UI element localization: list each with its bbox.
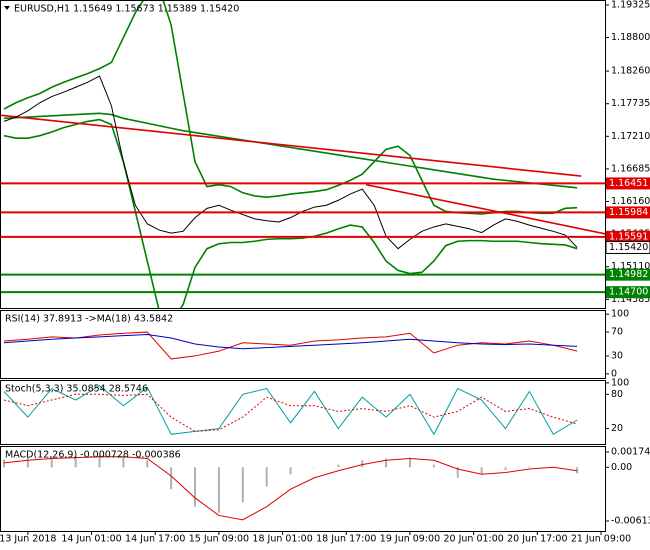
x-tick-label: 21 Jun 09:00 — [571, 534, 631, 545]
y-tick-label: 0 — [611, 368, 617, 379]
y-tick-label: 80 — [611, 389, 623, 400]
panel-frame — [0, 0, 606, 309]
histogram-bar — [337, 464, 340, 468]
panel-frame — [0, 380, 606, 445]
histogram-bar — [241, 467, 244, 503]
y-tick-label: 0.00 — [611, 462, 632, 473]
y-tick-label: 100 — [611, 309, 629, 320]
level-label-box — [606, 177, 650, 190]
histogram-bar — [528, 466, 531, 468]
series-line — [3, 118, 578, 308]
level-label-box — [606, 286, 650, 299]
series-line — [0, 114, 582, 177]
histogram-bar — [385, 458, 388, 468]
x-tick-label: 20 Jun 01:00 — [443, 534, 503, 545]
series-line — [3, 333, 578, 350]
histogram-bar — [289, 467, 292, 475]
level-label: 1.15984 — [609, 207, 648, 218]
level-label-box — [606, 268, 650, 281]
panel — [2, 455, 579, 521]
histogram-bar — [480, 467, 483, 475]
panel-frame — [0, 446, 606, 532]
x-tick-label: 14 Jun 17:00 — [125, 534, 185, 545]
level-label: 1.14700 — [609, 287, 648, 298]
y-tick-label: 100 — [611, 377, 629, 388]
series-line — [3, 112, 578, 189]
y-tick-label: -0.006133 — [611, 516, 650, 527]
histogram-bar — [170, 467, 173, 490]
series-line — [3, 393, 578, 432]
x-tick-label: 20 Jun 17:00 — [507, 534, 567, 545]
panel-frame — [0, 310, 606, 379]
histogram-bar — [361, 460, 364, 468]
level-label: 1.14982 — [609, 269, 648, 280]
panel-title: EURUSD,H1 1.15649 1.15673 1.15389 1.1542… — [14, 4, 239, 15]
histogram-bar — [432, 464, 435, 468]
histogram-bar — [313, 467, 316, 468]
y-tick-label: 1.19325 — [611, 0, 650, 10]
histogram-bar — [265, 467, 268, 487]
histogram-bar — [122, 456, 125, 468]
y-tick-label: 1.17735 — [611, 98, 650, 109]
panel-title: RSI(14) 37.8913 ->MA(18) 43.5842 — [5, 314, 173, 325]
level-label: 1.16451 — [609, 178, 648, 189]
last-price-box — [605, 240, 650, 254]
x-tick-label: 18 Jun 17:00 — [316, 534, 376, 545]
histogram-bar — [194, 467, 197, 507]
panel — [3, 385, 578, 436]
series-line — [366, 183, 605, 235]
y-tick-label: 20 — [611, 423, 623, 434]
panel-title: MACD(12,26,9) -0.000728 -0.000386 — [5, 450, 181, 461]
histogram-bar — [50, 456, 53, 468]
y-tick-label: 1.16160 — [611, 196, 650, 207]
histogram-bar — [504, 467, 507, 470]
x-tick-label: 14 Jun 01:00 — [61, 534, 121, 545]
last-price-label: 1.15420 — [609, 242, 648, 253]
histogram-bar — [456, 467, 459, 478]
series-line — [3, 456, 578, 521]
panel — [0, 0, 605, 308]
panel — [3, 331, 578, 360]
histogram-bar — [408, 457, 411, 468]
y-tick-label: 1.14585 — [611, 294, 650, 305]
x-tick-label: 13 Jun 2018 — [0, 534, 56, 545]
symbol-icon — [4, 6, 10, 10]
histogram-bar — [26, 457, 29, 468]
histogram-bar — [98, 455, 101, 468]
level-label: 1.15591 — [609, 231, 648, 242]
x-tick-label: 18 Jun 01:00 — [252, 534, 312, 545]
y-tick-label: 30 — [611, 350, 623, 361]
series-line — [3, 0, 578, 215]
histogram-bar — [146, 460, 149, 468]
series-line — [3, 385, 578, 436]
y-tick-label: 1.16685 — [611, 163, 650, 174]
y-tick-label: 1.18800 — [611, 32, 650, 43]
level-label-box — [606, 206, 650, 219]
panel-title: Stoch(5,3,3) 35.0854 28.5746 — [5, 384, 148, 395]
x-tick-label: 15 Jun 09:00 — [189, 534, 249, 545]
y-tick-label: 1.15110 — [611, 261, 650, 272]
histogram-bar — [217, 467, 220, 513]
histogram-bar — [74, 455, 77, 468]
level-label-box — [606, 230, 650, 243]
y-tick-label: 0.001742 — [611, 447, 650, 458]
x-tick-label: 19 Jun 09:00 — [380, 534, 440, 545]
series-line — [3, 331, 578, 360]
y-tick-label: 1.18260 — [611, 66, 650, 77]
y-tick-label: 70 — [611, 327, 623, 338]
y-tick-label: 1.17210 — [611, 131, 650, 142]
series-line — [3, 75, 578, 250]
histogram-bar — [2, 459, 5, 468]
